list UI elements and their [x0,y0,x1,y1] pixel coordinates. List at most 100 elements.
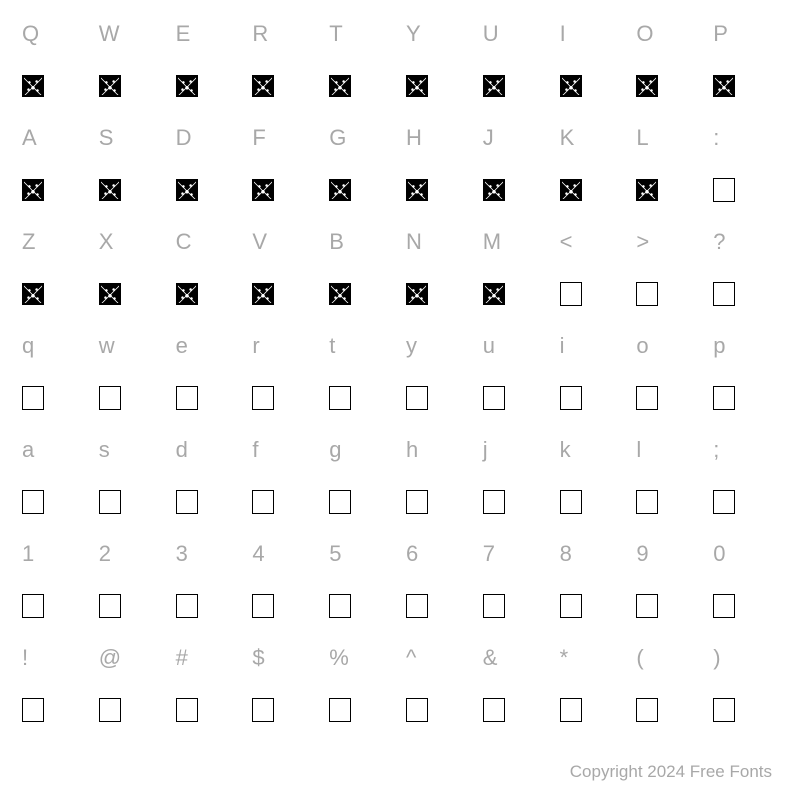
char-label-cell: u [477,320,554,372]
char-label-cell: R [246,8,323,60]
glyph-cell [554,476,631,528]
missing-glyph-box [636,386,658,410]
char-label: g [329,437,341,463]
char-label: 0 [713,541,725,567]
glyph-cell [16,164,93,216]
char-label-cell: T [323,8,400,60]
char-label: r [252,333,259,359]
glyph-cell [16,372,93,424]
glyph-cell [246,268,323,320]
copyright-text: Copyright 2024 Free Fonts [570,762,772,782]
ornate-glyph [560,179,582,201]
char-label-cell: W [93,8,170,60]
char-label: ! [22,645,28,671]
missing-glyph-box [99,698,121,722]
glyph-cell [170,164,247,216]
ornate-glyph [713,75,735,97]
glyph-cell [554,60,631,112]
missing-glyph-box [176,490,198,514]
char-label: C [176,229,192,255]
char-label: ? [713,229,725,255]
glyph-cell [400,164,477,216]
char-label: l [636,437,641,463]
ornate-glyph [636,179,658,201]
char-label-cell: ! [16,632,93,684]
glyph-cell [630,476,707,528]
char-label-cell: & [477,632,554,684]
char-label-cell: P [707,8,784,60]
missing-glyph-box [22,490,44,514]
char-label: Q [22,21,39,47]
glyph-cell [16,580,93,632]
glyph-cell [93,476,170,528]
missing-glyph-box [560,490,582,514]
ornate-glyph [252,75,274,97]
char-label-cell: o [630,320,707,372]
char-label: V [252,229,267,255]
char-label-cell: 6 [400,528,477,580]
glyph-cell [400,60,477,112]
char-label-cell: e [170,320,247,372]
ornate-glyph [99,283,121,305]
missing-glyph-box [713,490,735,514]
missing-glyph-box [406,594,428,618]
char-label: 3 [176,541,188,567]
char-label-cell: ? [707,216,784,268]
char-label-cell: 5 [323,528,400,580]
glyph-cell [246,60,323,112]
glyph-cell [170,60,247,112]
ornate-glyph [483,75,505,97]
glyph-cell [630,268,707,320]
missing-glyph-box [99,490,121,514]
glyph-cell [400,684,477,736]
char-label-cell: a [16,424,93,476]
char-label-cell: : [707,112,784,164]
char-label-cell: J [477,112,554,164]
char-label-cell: 7 [477,528,554,580]
char-label: D [176,125,192,151]
char-label-cell: f [246,424,323,476]
char-label-cell: d [170,424,247,476]
char-label-cell: N [400,216,477,268]
missing-glyph-box [252,594,274,618]
glyph-cell [400,372,477,424]
char-label-cell: E [170,8,247,60]
char-label-cell: I [554,8,631,60]
glyph-cell [477,60,554,112]
char-label: s [99,437,110,463]
glyph-cell [323,164,400,216]
char-label-cell: ; [707,424,784,476]
missing-glyph-box [329,386,351,410]
char-label-cell: L [630,112,707,164]
char-label: 2 [99,541,111,567]
missing-glyph-box [22,386,44,410]
char-label: S [99,125,114,151]
missing-glyph-box [329,698,351,722]
missing-glyph-box [560,698,582,722]
char-label: T [329,21,342,47]
glyph-cell [554,268,631,320]
glyph-cell [93,268,170,320]
glyph-cell [477,476,554,528]
ornate-glyph [99,75,121,97]
glyph-cell [170,372,247,424]
missing-glyph-box [329,490,351,514]
ornate-glyph [483,283,505,305]
char-label: e [176,333,188,359]
char-label-cell: g [323,424,400,476]
char-label: K [560,125,575,151]
char-label: 4 [252,541,264,567]
char-label-cell: r [246,320,323,372]
missing-glyph-box [176,594,198,618]
missing-glyph-box [22,698,44,722]
ornate-glyph [176,75,198,97]
missing-glyph-box [99,594,121,618]
char-label: % [329,645,349,671]
char-label: @ [99,645,121,671]
char-label: J [483,125,494,151]
char-label: 7 [483,541,495,567]
char-label-cell: H [400,112,477,164]
char-label: G [329,125,346,151]
char-label-cell: ^ [400,632,477,684]
glyph-cell [246,684,323,736]
